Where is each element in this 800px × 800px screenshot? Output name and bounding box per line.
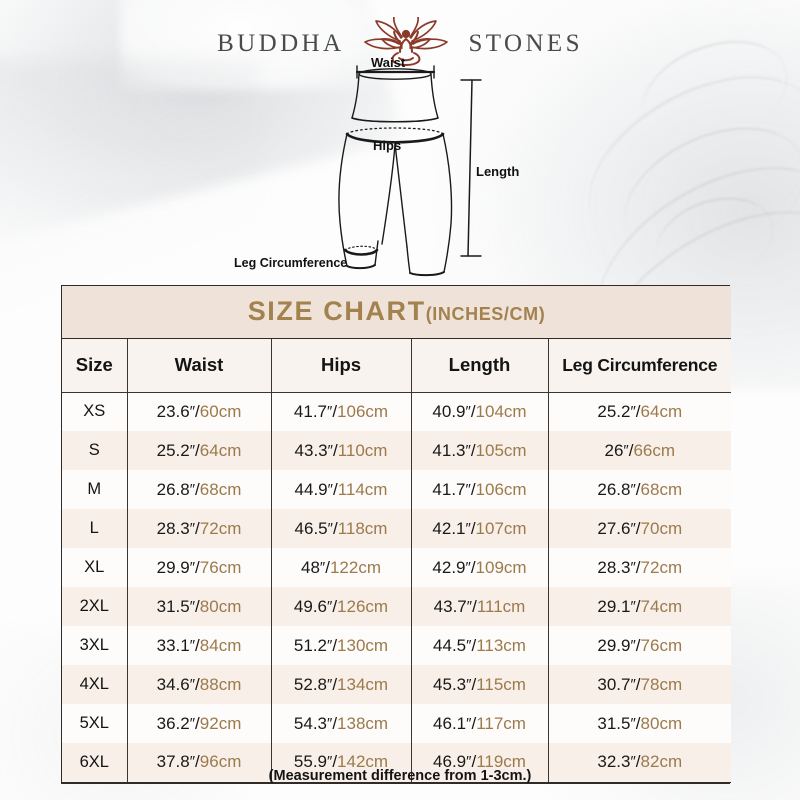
table-cell: 27.6″/70cm <box>548 509 732 548</box>
brand-name-right: STONES <box>468 30 583 57</box>
table-cell: 26.8″/68cm <box>548 470 732 509</box>
table-cell: 28.3″/72cm <box>127 509 272 548</box>
mist-wash-left-band <box>0 60 260 320</box>
diagram-label-waist: Waist <box>371 55 406 70</box>
table-row: L 28.3″/72cm 46.5″/118cm 42.1″/107cm 27.6″/7… <box>62 509 732 548</box>
table-cell: 31.5″/80cm <box>548 704 732 743</box>
table-cell: 23.6″/60cm <box>127 392 272 431</box>
table-cell-size: XL <box>62 548 128 587</box>
table-cell-size: S <box>62 431 128 470</box>
table-cell: 43.7″/111cm <box>411 587 549 626</box>
diagram-label-length: Length <box>476 164 520 179</box>
table-cell: 29.9″/76cm <box>548 626 732 665</box>
table-cell: 55.9″/142cm <box>271 743 412 783</box>
measurement-footnote: (Measurement difference from 1-3cm.) <box>268 768 532 784</box>
table-row: 6XL 37.8″/96cm 55.9″/142cm 46.9″/119cm 32.3″… <box>62 743 732 783</box>
mountain-ridge-icon <box>559 40 800 290</box>
table-cell: 42.1″/107cm <box>411 509 549 548</box>
table-cell: 33.1″/84cm <box>127 626 272 665</box>
pants-measurement-diagram: Waist Hips Length Leg Circumference <box>225 52 575 284</box>
table-cell: 36.2″/92cm <box>127 704 272 743</box>
table-cell: 29.9″/76cm <box>127 548 272 587</box>
table-row: XL 29.9″/76cm 48″/122cm 42.9″/109cm 28.3″/72… <box>62 548 732 587</box>
table-row: 3XL 33.1″/84cm 51.2″/130cm 44.5″/113cm 29.9″… <box>62 626 732 665</box>
table-cell: 25.2″/64cm <box>548 392 732 431</box>
table-cell: 41.7″/106cm <box>411 470 549 509</box>
table-cell: 49.6″/126cm <box>271 587 412 626</box>
mountain-ridge-icon <box>604 101 800 287</box>
table-cell: 40.9″/104cm <box>411 392 549 431</box>
table-cell: 45.3″/115cm <box>411 665 549 704</box>
table-row: 5XL 36.2″/92cm 54.3″/138cm 46.1″/117cm 31.5″… <box>62 704 732 743</box>
table-row: 4XL 34.6″/88cm 52.8″/134cm 45.3″/115cm 30.7″… <box>62 665 732 704</box>
page-title: SIZE CHART(INCHES/CM) <box>248 296 546 326</box>
chart-title-unit: (INCHES/CM) <box>425 304 546 325</box>
column-header-waist: Waist <box>127 338 272 393</box>
table-cell-size: 2XL <box>62 587 128 626</box>
table-cell-size: 6XL <box>62 743 128 783</box>
table-cell: 26″/66cm <box>548 431 732 470</box>
table-row: 2XL 31.5″/80cm 49.6″/126cm 43.7″/111cm 29.1″… <box>62 587 732 626</box>
table-row: M 26.8″/68cm 44.9″/114cm 41.7″/106cm 26.8″/6… <box>62 470 732 509</box>
column-header-length: Length <box>411 338 549 393</box>
table-cell: 26.8″/68cm <box>127 470 272 509</box>
table-cell-size: L <box>62 509 128 548</box>
table-cell: 46.1″/117cm <box>411 704 549 743</box>
table-cell: 41.3″/105cm <box>411 431 549 470</box>
table-cell: 43.3″/110cm <box>271 431 412 470</box>
table-cell: 28.3″/72cm <box>548 548 732 587</box>
table-cell: 34.6″/88cm <box>127 665 272 704</box>
table-row: XS 23.6″/60cm 41.7″/106cm 40.9″/104cm 25.2″/… <box>62 392 732 431</box>
column-header-hips: Hips <box>271 338 412 393</box>
column-header-size: Size <box>62 338 128 393</box>
table-cell-size: 3XL <box>62 626 128 665</box>
table-cell: 44.5″/113cm <box>411 626 549 665</box>
table-cell: 46.9″/119cm <box>411 743 549 783</box>
table-column-headers: Size Waist Hips Length Leg Circumference <box>62 338 732 393</box>
column-header-leg-circumference: Leg Circumference <box>548 338 732 393</box>
table-title-row: SIZE CHART(INCHES/CM) <box>62 286 732 339</box>
mountain-ridge-icon <box>645 183 785 297</box>
table-cell: 37.8″/96cm <box>127 743 272 783</box>
table-cell: 42.9″/109cm <box>411 548 549 587</box>
brand-name-left: BUDDHA <box>217 30 345 57</box>
table-cell: 29.1″/74cm <box>548 587 732 626</box>
table-cell-size: XS <box>62 392 128 431</box>
table-cell: 25.2″/64cm <box>127 431 272 470</box>
table-row: S 25.2″/64cm 43.3″/110cm 41.3″/105cm 26″/66c… <box>62 431 732 470</box>
table-cell-size: 5XL <box>62 704 128 743</box>
table-cell-size: 4XL <box>62 665 128 704</box>
diagram-label-leg-circumference: Leg Circumference <box>234 256 348 270</box>
diagram-label-hips: Hips <box>373 138 402 153</box>
table-cell: 52.8″/134cm <box>271 665 412 704</box>
table-cell: 32.3″/82cm <box>548 743 732 783</box>
table-cell: 31.5″/80cm <box>127 587 272 626</box>
table-cell-size: M <box>62 470 128 509</box>
lotus-meditation-icon <box>358 16 454 71</box>
table-cell: 44.9″/114cm <box>271 470 412 509</box>
table-cell: 51.2″/130cm <box>271 626 412 665</box>
table-cell: 41.7″/106cm <box>271 392 412 431</box>
table-cell: 54.3″/138cm <box>271 704 412 743</box>
table-body: XS 23.6″/60cm 41.7″/106cm 40.9″/104cm 25.2″/… <box>62 392 732 783</box>
table-cell: 46.5″/118cm <box>271 509 412 548</box>
chart-title-main: SIZE CHART <box>247 296 426 327</box>
brand-header: BUDDHA <box>0 16 800 72</box>
size-chart-table: SIZE CHART(INCHES/CM) Size Waist Hips Le… <box>61 285 732 784</box>
table-cell: 48″/122cm <box>271 548 412 587</box>
table-cell: 30.7″/78cm <box>548 665 732 704</box>
